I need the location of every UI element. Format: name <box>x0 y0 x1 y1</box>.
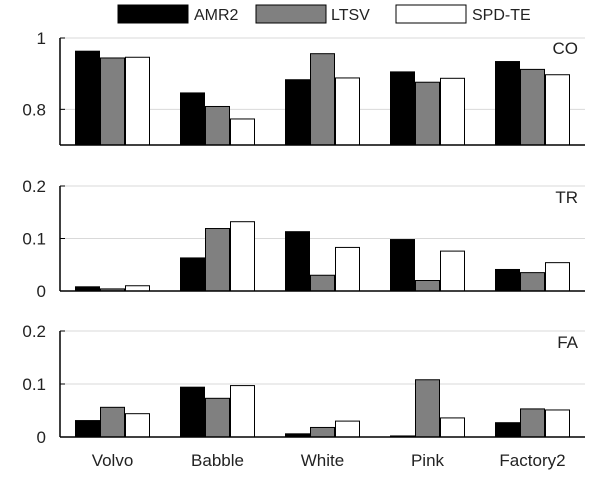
panel-label-fa: FA <box>557 333 578 352</box>
bar-fa-ltsv-factory2 <box>520 408 545 438</box>
legend-swatch-ltsv <box>255 4 327 24</box>
bar-tr-ltsv-pink <box>415 280 440 292</box>
panel-tr: 0 0.1 0.2 TR <box>22 177 585 301</box>
y-tick-label: 0 <box>37 282 46 301</box>
bar-co-spd-te-volvo <box>125 56 150 146</box>
bar-fa-spd-te-pink <box>440 417 465 438</box>
bar-tr-ltsv-white <box>310 274 335 292</box>
bar-fa-ltsv-white <box>310 426 335 438</box>
x-tick-label-volvo: Volvo <box>92 451 134 470</box>
bar-co-spd-te-babble <box>230 118 255 146</box>
y-tick-label: 0.8 <box>22 100 46 119</box>
x-tick-label-factory2: Factory2 <box>499 451 565 470</box>
bar-co-amr2-pink <box>390 71 415 146</box>
bar-fa-spd-te-babble <box>230 385 255 438</box>
bar-co-ltsv-volvo <box>100 57 125 146</box>
bar-co-amr2-babble <box>180 92 205 146</box>
bar-co-ltsv-babble <box>205 105 230 146</box>
bar-co-ltsv-pink <box>415 81 440 146</box>
bar-fa-spd-te-factory2 <box>545 409 570 438</box>
bar-co-ltsv-white <box>310 53 335 146</box>
y-tick-label: 0 <box>37 428 46 447</box>
bar-tr-spd-te-volvo <box>125 285 150 292</box>
bar-fa-amr2-babble <box>180 386 205 438</box>
y-tick-label: 0.2 <box>22 177 46 196</box>
x-tick-label-white: White <box>301 451 344 470</box>
legend-label-ltsv: LTSV <box>331 7 370 24</box>
bar-fa-spd-te-volvo <box>125 413 150 438</box>
bar-fa-amr2-volvo <box>75 420 100 438</box>
legend: AMR2 LTSV SPD-TE <box>117 4 531 24</box>
bar-co-spd-te-factory2 <box>545 74 570 146</box>
bar-tr-spd-te-white <box>335 246 360 292</box>
bar-fa-ltsv-pink <box>415 379 440 438</box>
legend-label-spd-te: SPD-TE <box>472 7 531 24</box>
bar-tr-amr2-white <box>285 231 310 292</box>
panel-fa: 0 0.1 0.2 FA <box>22 322 585 447</box>
x-tick-labels: Volvo Babble White Pink Factory2 <box>92 451 566 470</box>
bar-tr-ltsv-babble <box>205 228 230 292</box>
bar-co-spd-te-pink <box>440 77 465 146</box>
bar-tr-amr2-pink <box>390 239 415 292</box>
bar-co-amr2-factory2 <box>495 61 520 146</box>
bar-tr-spd-te-babble <box>230 221 255 292</box>
bar-tr-ltsv-factory2 <box>520 272 545 292</box>
panel-co: 0.8 1 CO <box>22 29 585 146</box>
bar-tr-amr2-factory2 <box>495 268 520 292</box>
bar-fa-amr2-factory2 <box>495 422 520 438</box>
bar-fa-ltsv-babble <box>205 397 230 438</box>
legend-swatch-spd-te <box>395 4 467 24</box>
y-tick-label: 1 <box>37 29 46 48</box>
y-tick-label: 0.1 <box>22 230 46 249</box>
bar-tr-amr2-babble <box>180 257 205 292</box>
y-tick-label: 0.1 <box>22 375 46 394</box>
y-tick-label: 0.2 <box>22 322 46 341</box>
panel-label-tr: TR <box>555 188 578 207</box>
bar-tr-spd-te-factory2 <box>545 262 570 292</box>
legend-swatch-amr2 <box>117 4 189 24</box>
bar-co-amr2-white <box>285 79 310 146</box>
bar-co-ltsv-factory2 <box>520 68 545 146</box>
bar-tr-spd-te-pink <box>440 250 465 292</box>
bar-co-spd-te-white <box>335 77 360 146</box>
legend-label-amr2: AMR2 <box>194 7 239 24</box>
x-tick-label-pink: Pink <box>411 451 445 470</box>
bar-fa-spd-te-white <box>335 420 360 438</box>
bar-fa-ltsv-volvo <box>100 406 125 438</box>
bar-co-amr2-volvo <box>75 50 100 146</box>
panel-label-co: CO <box>553 39 579 58</box>
x-tick-label-babble: Babble <box>191 451 244 470</box>
